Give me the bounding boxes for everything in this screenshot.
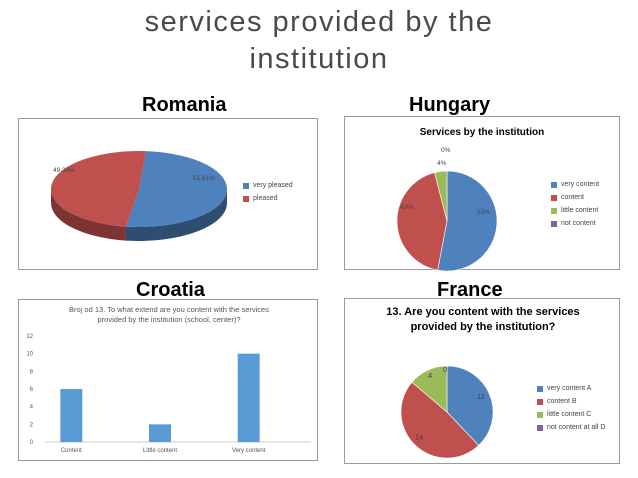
legend-label: little content xyxy=(561,207,599,214)
croatia-bar-1 xyxy=(149,424,171,442)
hungary-slice-1 xyxy=(396,172,448,271)
hungary-legend: very content content little content not … xyxy=(551,181,599,233)
legend-label: pleased xyxy=(253,195,278,202)
france-legend: very content A content B little content … xyxy=(537,385,605,437)
legend-swatch xyxy=(537,411,543,418)
legend-label: content xyxy=(561,194,584,201)
croatia-ytick-2: 4 xyxy=(30,405,34,411)
hungary-slice-2 xyxy=(434,170,448,222)
france-label: France xyxy=(437,279,503,301)
hungary-pct-very-content: 53% xyxy=(477,209,491,216)
france-val-content: 14 xyxy=(415,433,424,442)
hungary-pct-content: 43% xyxy=(400,204,414,211)
hungary-legend-item-very-content: very content xyxy=(551,181,599,188)
hungary-chart: Services by the institution 0% 4% 43% 53… xyxy=(344,116,620,271)
croatia-chart: Broj od 13. To what extend are you conte… xyxy=(18,299,318,461)
france-slice-0 xyxy=(446,365,494,446)
hungary-legend-item-not-content: not content xyxy=(551,220,599,227)
romania-label: Romania xyxy=(142,94,227,116)
croatia-bar-2 xyxy=(237,353,260,442)
croatia-bar-0 xyxy=(60,389,83,442)
france-legend-item-d: not content at all D xyxy=(537,424,605,431)
romania-pct-very-pleased: 51,61% xyxy=(193,175,216,182)
france-chart-title: 13. Are you content with the services pr… xyxy=(386,306,580,333)
france-pie-svg xyxy=(400,365,494,459)
legend-label: very content A xyxy=(547,385,592,392)
legend-swatch xyxy=(551,220,557,227)
slide-title-line-1: services provided by the xyxy=(144,6,494,38)
romania-legend-item-pleased: pleased xyxy=(243,195,293,202)
romania-pie-svg xyxy=(51,151,228,241)
croatia-xtick-0: Content xyxy=(61,448,82,454)
romania-side-pleased xyxy=(51,189,126,241)
france-legend-item-a: very content A xyxy=(537,385,605,392)
france-val-very-content: 11 xyxy=(477,392,485,401)
france-legend-item-c: little content C xyxy=(537,411,605,418)
romania-pct-pleased: 49,39% xyxy=(53,167,76,174)
legend-swatch xyxy=(551,207,557,214)
france-legend-item-b: content B xyxy=(537,398,605,405)
legend-swatch xyxy=(537,398,543,405)
croatia-bar-svg: 0 2 4 6 8 10 12 Content Little content Very conte… xyxy=(26,334,311,454)
legend-label: very content xyxy=(561,181,600,188)
france-chart: 13. Are you content with the services pr… xyxy=(344,298,620,464)
hungary-pie-svg xyxy=(396,170,498,271)
legend-label: not content xyxy=(561,220,596,227)
hungary-legend-item-content: content xyxy=(551,194,599,201)
france-val-little-content: 4 xyxy=(428,371,433,380)
hungary-legend-item-little-content: little content xyxy=(551,207,599,214)
legend-swatch xyxy=(243,182,249,189)
croatia-xtick-1: Little content xyxy=(143,448,177,454)
hungary-pct-little-content: 4% xyxy=(437,160,447,167)
legend-label: not content at all D xyxy=(547,424,606,431)
slide-title: services provided by the institution xyxy=(0,4,638,78)
legend-swatch xyxy=(551,181,557,188)
romania-side-very-pleased xyxy=(125,189,227,241)
slide-title-line-2: institution xyxy=(249,43,389,75)
legend-label: little content C xyxy=(547,411,592,418)
legend-swatch xyxy=(551,194,557,201)
hungary-label: Hungary xyxy=(409,94,491,116)
france-slice-1 xyxy=(400,381,480,459)
croatia-ytick-0: 0 xyxy=(30,440,34,446)
romania-legend-item-very-pleased: very pleased xyxy=(243,182,293,189)
legend-swatch xyxy=(243,195,249,202)
hungary-pct-not-content: 0% xyxy=(441,147,451,154)
legend-label: very pleased xyxy=(253,182,293,189)
romania-slice-very-pleased xyxy=(125,151,228,228)
legend-swatch xyxy=(537,385,543,392)
croatia-ytick-3: 6 xyxy=(30,387,34,393)
france-val-not-content: 0 xyxy=(443,365,448,374)
legend-swatch xyxy=(537,424,543,431)
romania-legend: very pleased pleased xyxy=(243,182,293,208)
romania-chart: 49,39% 51,61% very pleased pleased xyxy=(18,118,318,270)
hungary-chart-title: Services by the institution xyxy=(419,127,545,138)
hungary-slice-0 xyxy=(437,170,498,271)
romania-slice-pleased xyxy=(51,151,147,227)
croatia-ytick-1: 2 xyxy=(30,422,34,428)
legend-label: content B xyxy=(547,398,577,405)
croatia-label: Croatia xyxy=(136,279,205,301)
croatia-chart-title: Broj od 13. To what extend are you conte… xyxy=(69,305,269,324)
france-slice-2 xyxy=(411,365,448,413)
croatia-xtick-2: Very content xyxy=(232,448,266,454)
croatia-ytick-5: 10 xyxy=(26,352,33,358)
croatia-ytick-6: 12 xyxy=(26,334,33,340)
croatia-ytick-4: 8 xyxy=(30,369,34,375)
